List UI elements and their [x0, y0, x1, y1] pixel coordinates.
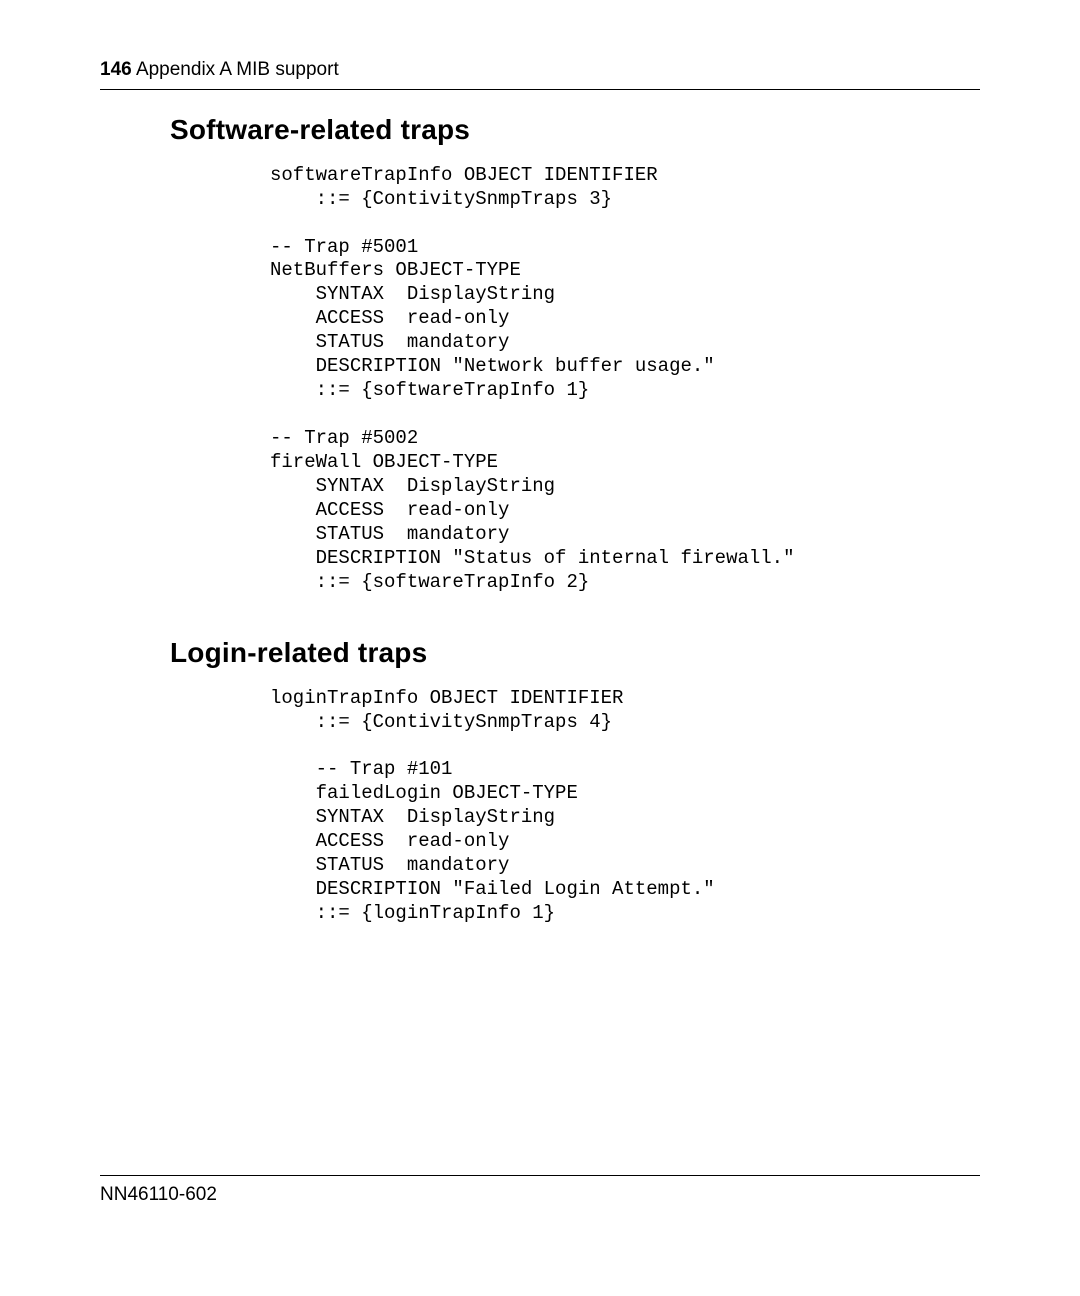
- document-number: NN46110-602: [100, 1184, 980, 1206]
- section-title-login: Login-related traps: [170, 637, 980, 669]
- page-footer: NN46110-602: [100, 1175, 980, 1206]
- page-header: 146 Appendix A MIB support: [100, 58, 980, 90]
- page-number: 146: [100, 59, 132, 80]
- code-block-software: softwareTrapInfo OBJECT IDENTIFIER ::= {…: [270, 164, 980, 595]
- page-container: 146 Appendix A MIB support Software-rela…: [0, 0, 1080, 926]
- header-line: 146 Appendix A MIB support: [100, 58, 980, 83]
- code-block-login: loginTrapInfo OBJECT IDENTIFIER ::= {Con…: [270, 687, 980, 926]
- section-title-software: Software-related traps: [170, 114, 980, 146]
- header-title: Appendix A MIB support: [136, 59, 339, 80]
